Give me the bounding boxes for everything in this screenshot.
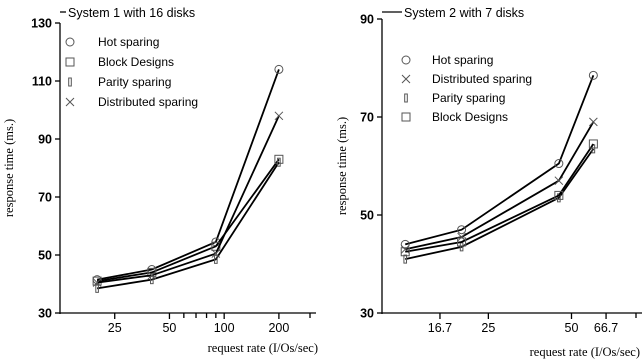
legend-label: Block Designs xyxy=(432,110,508,124)
x-tick-label: 16.7 xyxy=(428,321,452,335)
legend-marker-hot-sparing xyxy=(65,37,75,47)
y-tick-label: 70 xyxy=(38,191,52,205)
legend-item-block-designs: Block Designs xyxy=(401,110,508,124)
data-point-hot-sparing xyxy=(457,225,467,235)
legend-item-parity-sparing: Parity sparing xyxy=(68,75,171,89)
series-parity-sparing xyxy=(95,157,281,293)
legend-item-hot-sparing: Hot sparing xyxy=(401,53,493,67)
legend-label: Block Designs xyxy=(98,55,174,69)
data-point-parity-sparing xyxy=(403,254,408,264)
data-point-block-designs xyxy=(92,276,102,286)
series-distributed-sparing xyxy=(92,111,284,287)
chart-panel-system-1: 30 50 70 90 110 130 25 50 100 200 System 1 with 16… xyxy=(2,6,318,355)
y-tick-label: 30 xyxy=(360,307,374,321)
data-point-hot-sparing xyxy=(554,159,564,169)
data-point-distributed-sparing xyxy=(274,111,284,121)
series-line-hot-sparing xyxy=(96,69,280,281)
data-point-parity-sparing xyxy=(277,157,281,167)
series-line-parity-sparing xyxy=(96,161,280,290)
legend-item-block-designs: Block Designs xyxy=(65,55,174,69)
y-tick-label: 70 xyxy=(360,111,374,125)
data-point-block-designs xyxy=(400,247,410,257)
data-point-block-designs xyxy=(457,237,467,247)
series-hot-sparing xyxy=(400,70,598,249)
series-line-distributed-sparing xyxy=(405,121,595,251)
y-tick-label: 90 xyxy=(38,133,52,147)
series-line-block-designs xyxy=(405,143,595,253)
x-axis-label: request rate (I/Os/sec) xyxy=(530,345,640,359)
series-line-hot-sparing xyxy=(404,75,595,246)
data-point-parity-sparing xyxy=(214,254,218,264)
x-tick-label: 25 xyxy=(481,321,495,335)
legend-label: Distributed sparing xyxy=(432,72,532,86)
chart-title: System 2 with 7 disks xyxy=(404,6,524,20)
y-tick-label: 90 xyxy=(360,13,374,27)
data-point-hot-sparing xyxy=(588,70,598,80)
legend-label: Hot sparing xyxy=(98,35,159,49)
legend-marker-hot-sparing xyxy=(401,55,411,65)
y-tick-label: 30 xyxy=(38,307,52,321)
legend-label: Hot sparing xyxy=(432,53,493,67)
y-axis-label: response time (ms.) xyxy=(2,119,16,217)
y-tick-label: 110 xyxy=(32,75,52,89)
data-point-hot-sparing xyxy=(274,64,284,74)
legend-marker-block-designs xyxy=(401,112,411,122)
y-tick-label: 50 xyxy=(360,209,374,223)
chart-panel-system-2: 30 50 70 90 16.7 25 50 66.7 System 2 with 7 disk… xyxy=(335,6,642,359)
series-block-designs xyxy=(92,154,284,286)
y-tick-label: 50 xyxy=(38,249,52,263)
data-point-block-designs xyxy=(147,267,157,277)
data-point-distributed-sparing xyxy=(211,249,221,258)
x-tick-label: 50 xyxy=(565,321,579,335)
legend-marker-distributed-sparing xyxy=(65,97,75,107)
data-point-block-designs xyxy=(588,139,598,149)
x-axis-label: request rate (I/Os/sec) xyxy=(208,341,318,355)
x-tick-label: 50 xyxy=(162,321,176,335)
legend-item-hot-sparing: Hot sparing xyxy=(65,35,159,49)
x-tick-label: 100 xyxy=(214,321,235,335)
data-point-distributed-sparing xyxy=(554,176,564,186)
legend-item-distributed-sparing: Distributed sparing xyxy=(401,72,532,86)
legend-marker-distributed-sparing xyxy=(401,74,411,84)
legend-marker-parity-sparing xyxy=(68,77,72,87)
legend-item-distributed-sparing: Distributed sparing xyxy=(65,95,198,109)
series-line-block-designs xyxy=(96,158,280,282)
legend-label: Parity sparing xyxy=(432,91,505,105)
data-point-distributed-sparing xyxy=(147,270,157,280)
series-line-parity-sparing xyxy=(405,148,595,260)
data-point-distributed-sparing xyxy=(92,278,102,287)
series-block-designs xyxy=(400,139,598,257)
legend-label: Distributed sparing xyxy=(98,95,198,109)
series-distributed-sparing xyxy=(400,117,598,254)
legend-item-parity-sparing: Parity sparing xyxy=(404,91,505,105)
legend-marker-parity-sparing xyxy=(404,93,408,103)
y-axis-label: response time (ms.) xyxy=(335,117,349,215)
x-tick-label: 25 xyxy=(108,321,122,335)
data-point-block-designs xyxy=(554,190,564,200)
legend-marker-block-designs xyxy=(65,57,75,67)
legend-label: Parity sparing xyxy=(98,75,171,89)
data-point-parity-sparing xyxy=(95,283,99,293)
y-tick-label: 130 xyxy=(31,17,52,31)
x-tick-label: 200 xyxy=(268,321,289,335)
chart-title: System 1 with 16 disks xyxy=(68,6,195,20)
x-tick-label: 66.7 xyxy=(594,321,618,335)
series-line-distributed-sparing xyxy=(96,115,280,284)
data-point-distributed-sparing xyxy=(589,117,598,127)
